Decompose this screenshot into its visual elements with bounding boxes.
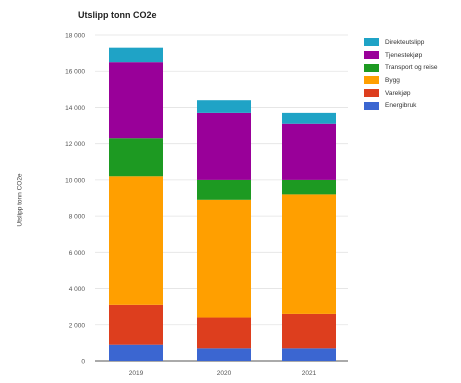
x-tick-label: 2020	[217, 370, 232, 377]
legend-swatch	[364, 51, 379, 60]
legend-label: Bygg	[385, 76, 400, 84]
legend-item: Transport og reise	[364, 61, 438, 74]
bar-segment	[282, 313, 336, 349]
bar-segment	[109, 138, 163, 177]
bar-segment	[197, 317, 251, 349]
legend-label: Varekjøp	[385, 89, 411, 97]
x-tick-label: 2021	[302, 370, 317, 377]
y-tick-label: 2 000	[69, 322, 86, 329]
legend-label: Tjenestekjøp	[385, 51, 423, 59]
legend-swatch	[364, 76, 379, 85]
y-tick-label: 0	[81, 359, 85, 366]
bar-segment	[282, 179, 336, 195]
bar-segment	[109, 344, 163, 361]
bar-segment	[197, 100, 251, 113]
legend-item: Direkteutslipp	[364, 36, 438, 49]
bar-segment	[109, 47, 163, 63]
legend-label: Transport og reise	[385, 64, 438, 72]
legend-swatch	[364, 101, 379, 110]
bar-segment	[109, 176, 163, 305]
bar-segment	[197, 112, 251, 180]
y-tick-label: 18 000	[65, 33, 85, 40]
chart-title: Utslipp tonn CO2e	[78, 10, 157, 20]
legend-label: Energibruk	[385, 102, 417, 110]
bar-segment	[282, 123, 336, 180]
y-tick-label: 10 000	[65, 177, 85, 184]
bar-segment	[282, 112, 336, 124]
legend-item: Varekjøp	[364, 87, 438, 100]
legend-swatch	[364, 38, 379, 47]
legend-label: Direkteutslipp	[385, 38, 425, 46]
legend-item: Bygg	[364, 74, 438, 87]
bar-segment	[197, 199, 251, 318]
bar-segment	[109, 304, 163, 345]
y-tick-label: 8 000	[69, 214, 86, 221]
bar-segment	[197, 179, 251, 200]
legend-swatch	[364, 89, 379, 98]
y-tick-label: 14 000	[65, 105, 85, 112]
y-tick-label: 16 000	[65, 69, 85, 76]
y-tick-label: 12 000	[65, 141, 85, 148]
legend-item: Energibruk	[364, 99, 438, 112]
bar-segment	[197, 348, 251, 361]
bar-segment	[282, 194, 336, 314]
bar-segment	[282, 348, 336, 361]
y-tick-label: 4 000	[69, 286, 86, 293]
bar-segment	[109, 62, 163, 139]
y-tick-label: 6 000	[69, 250, 86, 257]
legend-swatch	[364, 63, 379, 72]
x-tick-label: 2019	[129, 370, 144, 377]
legend: Direkteutslipp Tjenestekjøp Transport og r…	[364, 36, 438, 112]
legend-item: Tjenestekjøp	[364, 49, 438, 62]
